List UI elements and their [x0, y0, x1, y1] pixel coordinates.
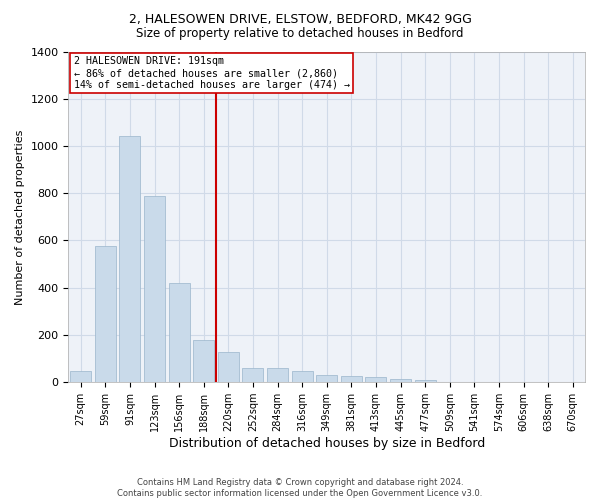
Text: 2, HALESOWEN DRIVE, ELSTOW, BEDFORD, MK42 9GG: 2, HALESOWEN DRIVE, ELSTOW, BEDFORD, MK4…	[128, 12, 472, 26]
Bar	[390, 380, 411, 382]
Bar	[169, 283, 190, 382]
Bar	[267, 368, 288, 382]
X-axis label: Distribution of detached houses by size in Bedford: Distribution of detached houses by size …	[169, 437, 485, 450]
Y-axis label: Number of detached properties: Number of detached properties	[15, 129, 25, 304]
Bar	[95, 246, 116, 382]
Text: Size of property relative to detached houses in Bedford: Size of property relative to detached ho…	[136, 28, 464, 40]
Bar	[119, 136, 140, 382]
Text: 2 HALESOWEN DRIVE: 191sqm
← 86% of detached houses are smaller (2,860)
14% of se: 2 HALESOWEN DRIVE: 191sqm ← 86% of detac…	[74, 56, 350, 90]
Bar	[70, 371, 91, 382]
Text: Contains HM Land Registry data © Crown copyright and database right 2024.
Contai: Contains HM Land Registry data © Crown c…	[118, 478, 482, 498]
Bar	[193, 340, 214, 382]
Bar	[144, 196, 165, 382]
Bar	[365, 378, 386, 382]
Bar	[218, 352, 239, 382]
Bar	[341, 376, 362, 382]
Bar	[415, 380, 436, 382]
Bar	[242, 368, 263, 382]
Bar	[316, 375, 337, 382]
Bar	[292, 371, 313, 382]
